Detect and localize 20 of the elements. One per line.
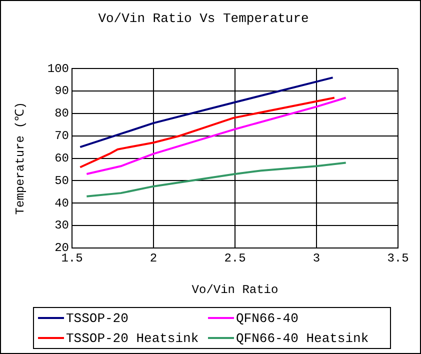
x-tick-label: 2 xyxy=(150,251,158,266)
y-tick-label: 50 xyxy=(54,174,69,188)
y-tick-label: 80 xyxy=(54,106,69,121)
legend-label: TSSOP-20 xyxy=(66,310,128,326)
x-tick-label: 3.5 xyxy=(387,251,409,266)
x-tick-label: 3 xyxy=(312,251,320,266)
y-tick-label: 30 xyxy=(54,218,69,233)
y-tick-label: 40 xyxy=(54,196,69,210)
legend-label: QFN66-40 xyxy=(236,310,298,326)
y-tick-label: 100 xyxy=(47,62,69,76)
legend-label: QFN66-40 Heatsink xyxy=(236,330,369,346)
x-tick-label: 1.5 xyxy=(61,251,83,266)
x-tick-label: 2.5 xyxy=(224,251,246,266)
y-tick-label: 70 xyxy=(54,129,69,144)
y-tick-label: 60 xyxy=(54,151,69,166)
chart-title: Vo/Vin Ratio Vs Temperature xyxy=(98,11,309,26)
y-axis-title: Temperature (℃) xyxy=(13,102,28,215)
x-axis-title: Vo/Vin Ratio xyxy=(192,282,278,297)
legend-label: TSSOP-20 Heatsink xyxy=(66,330,199,346)
y-tick-label: 90 xyxy=(54,84,69,98)
